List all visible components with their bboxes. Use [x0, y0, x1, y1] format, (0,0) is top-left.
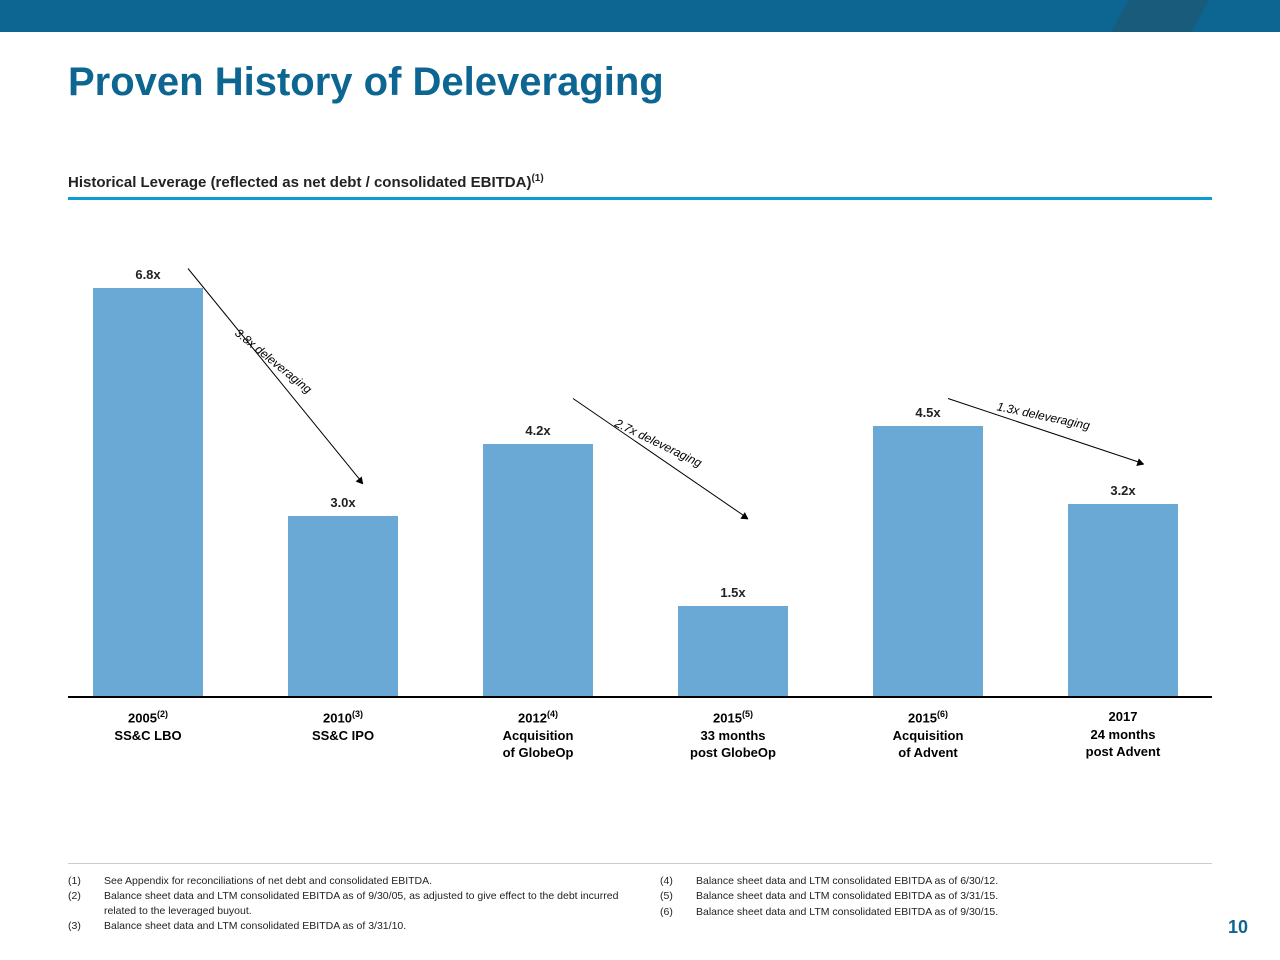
- bar-value-label: 3.2x: [1068, 483, 1178, 498]
- x-axis-label: 2012(4)Acquisitionof GlobeOp: [458, 708, 618, 762]
- bar: [288, 516, 398, 696]
- footnote: (5)Balance sheet data and LTM consolidat…: [660, 889, 1212, 903]
- footnotes-right-col: (4)Balance sheet data and LTM consolidat…: [660, 874, 1212, 934]
- bar-value-label: 4.2x: [483, 423, 593, 438]
- bar-value-label: 6.8x: [93, 267, 203, 282]
- deleveraging-arrow: [188, 268, 364, 484]
- x-axis: [68, 696, 1212, 698]
- subtitle-text: Historical Leverage (reflected as net de…: [68, 174, 531, 191]
- x-axis-label: 201724 monthspost Advent: [1043, 708, 1203, 761]
- bar-value-label: 3.0x: [288, 495, 398, 510]
- footnote-rule: [68, 863, 1212, 864]
- bar: [483, 444, 593, 696]
- bar-value-label: 1.5x: [678, 585, 788, 600]
- bar: [873, 426, 983, 696]
- subtitle-sup: (1): [531, 173, 543, 184]
- bar-value-label: 4.5x: [873, 405, 983, 420]
- page-title: Proven History of Deleveraging: [68, 60, 1280, 105]
- footnote: (3)Balance sheet data and LTM consolidat…: [68, 919, 620, 933]
- bar: [93, 288, 203, 696]
- x-axis-label: 2015(6)Acquisitionof Advent: [848, 708, 1008, 762]
- chart-subtitle: Historical Leverage (reflected as net de…: [68, 173, 1212, 197]
- x-axis-label: 2010(3)SS&C IPO: [263, 708, 423, 744]
- footnote: (2)Balance sheet data and LTM consolidat…: [68, 889, 620, 917]
- footnotes: (1)See Appendix for reconciliations of n…: [68, 863, 1212, 934]
- subtitle-block: Historical Leverage (reflected as net de…: [68, 173, 1212, 200]
- header-banner: [0, 0, 1280, 32]
- footnotes-left-col: (1)See Appendix for reconciliations of n…: [68, 874, 620, 934]
- subtitle-rule: [68, 197, 1212, 200]
- footnote: (4)Balance sheet data and LTM consolidat…: [660, 874, 1212, 888]
- bar: [678, 606, 788, 696]
- arrow-label: 2.7x deleveraging: [612, 416, 703, 470]
- deleveraging-arrow: [573, 398, 749, 519]
- page-number: 10: [1228, 917, 1248, 938]
- arrow-label: 3.8x deleveraging: [232, 325, 314, 395]
- leverage-bar-chart: 6.8x 3.0x 4.2x 1.5x 4.5x 3.2x 3.8x deleveragin…: [68, 218, 1212, 698]
- x-axis-label: 2015(5)33 monthspost GlobeOp: [653, 708, 813, 762]
- arrow-label: 1.3x deleveraging: [995, 399, 1091, 432]
- footnote: (6)Balance sheet data and LTM consolidat…: [660, 905, 1212, 919]
- x-axis-label: 2005(2)SS&C LBO: [68, 708, 228, 744]
- footnote: (1)See Appendix for reconciliations of n…: [68, 874, 620, 888]
- bar: [1068, 504, 1178, 696]
- x-axis-labels: 2005(2)SS&C LBO 2010(3)SS&C IPO 2012(4)Acq…: [68, 708, 1212, 778]
